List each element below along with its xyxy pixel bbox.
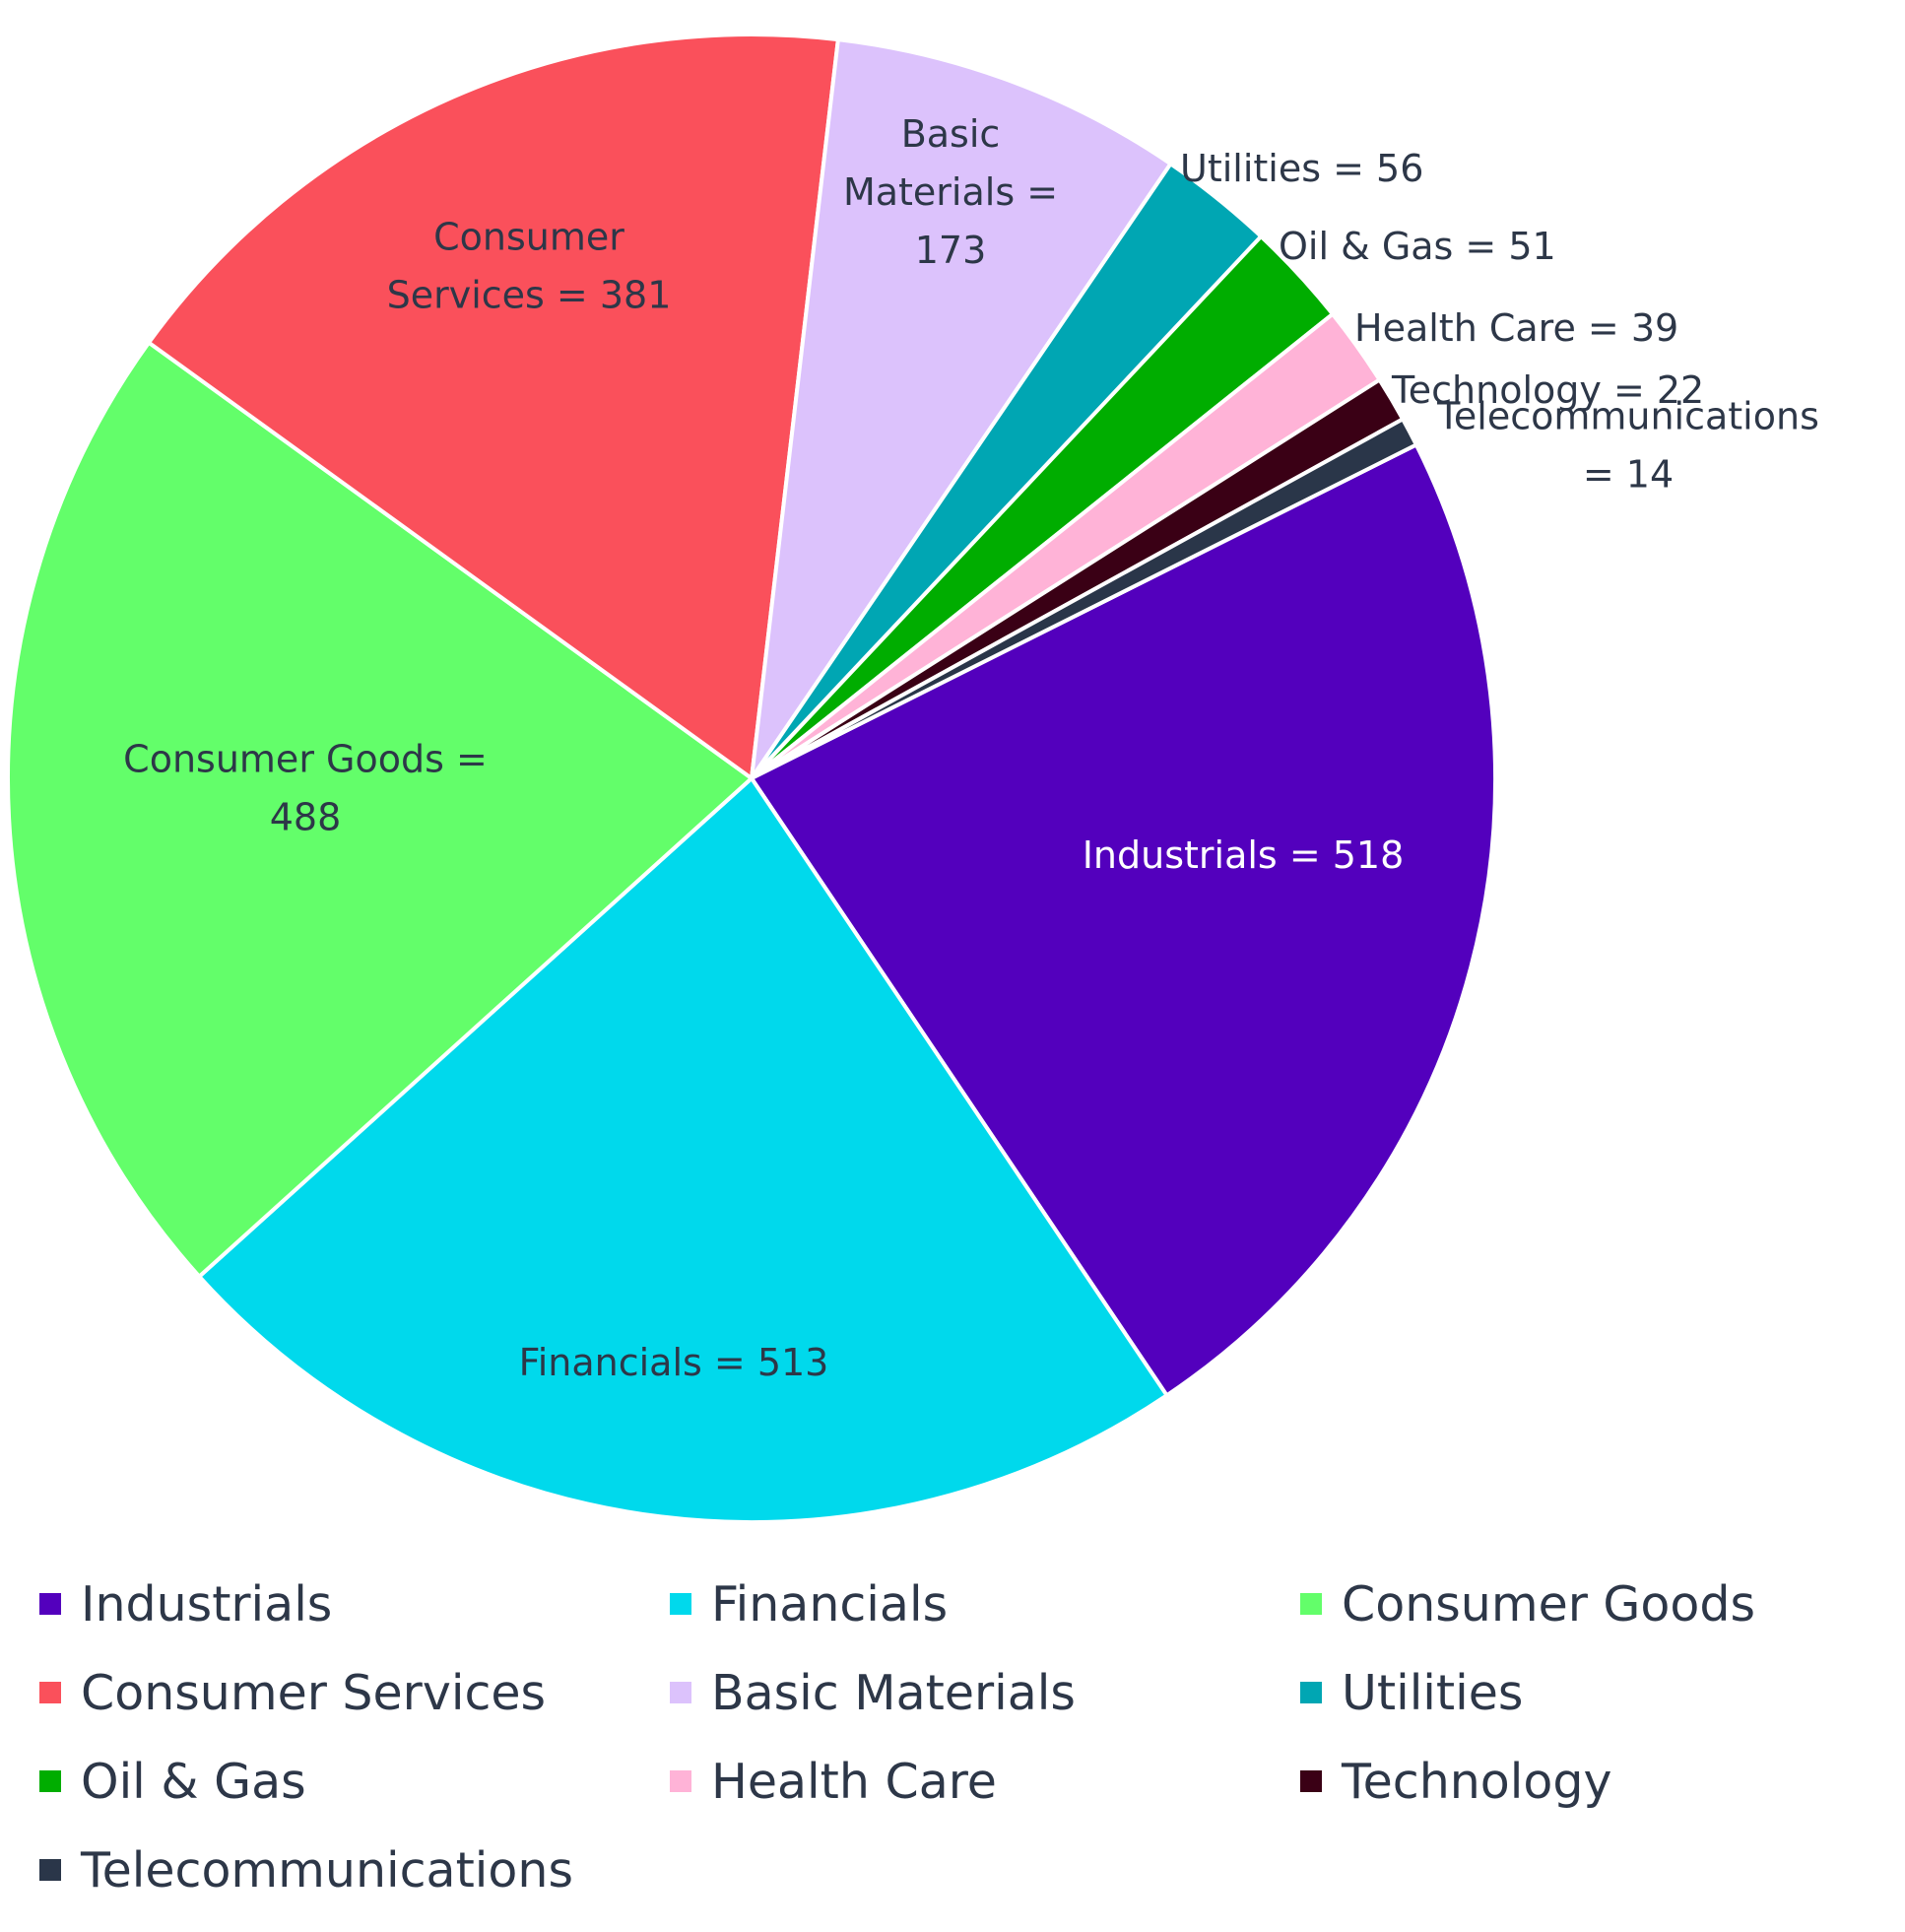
legend-swatch bbox=[39, 1859, 61, 1881]
legend-item-consumer-goods: Consumer Goods bbox=[1300, 1574, 1755, 1633]
legend-swatch bbox=[670, 1682, 691, 1703]
legend-label: Industrials bbox=[81, 1575, 333, 1632]
pie-slices bbox=[6, 33, 1497, 1524]
legend-label: Health Care bbox=[711, 1753, 997, 1810]
legend-item-financials: Financials bbox=[670, 1574, 948, 1633]
pie-slice-industrials bbox=[750, 442, 1497, 1398]
legend-label: Technology bbox=[1342, 1753, 1612, 1810]
legend-item-consumer-services: Consumer Services bbox=[39, 1663, 546, 1722]
legend-label: Basic Materials bbox=[711, 1664, 1076, 1721]
pie-slice-consumer-services bbox=[147, 33, 840, 780]
data-label-health-care: Health Care = 39 bbox=[1354, 306, 1678, 350]
data-label-utilities: Utilities = 56 bbox=[1180, 147, 1423, 190]
data-label-oil-gas: Oil & Gas = 51 bbox=[1279, 225, 1556, 268]
legend-swatch bbox=[39, 1770, 61, 1792]
legend-label: Consumer Services bbox=[81, 1664, 547, 1721]
legend-item-telecommunications: Telecommunications bbox=[39, 1840, 573, 1899]
legend-label: Financials bbox=[711, 1575, 949, 1632]
legend-item-industrials: Industrials bbox=[39, 1574, 332, 1633]
legend-swatch bbox=[39, 1682, 61, 1703]
data-label-telecommunications: Telecommunications = 14 bbox=[1436, 395, 1819, 497]
legend-swatch bbox=[39, 1593, 61, 1615]
legend-label: Utilities bbox=[1342, 1664, 1524, 1721]
legend-swatch bbox=[670, 1770, 691, 1792]
data-label-industrials: Industrials = 518 bbox=[1083, 833, 1405, 877]
legend-swatch bbox=[1300, 1770, 1322, 1792]
legend-swatch bbox=[1300, 1593, 1322, 1615]
pie-slice-basic-materials bbox=[750, 37, 1173, 780]
legend-label: Oil & Gas bbox=[81, 1753, 306, 1810]
pie-slice-consumer-goods bbox=[6, 340, 754, 1279]
legend-item-technology: Technology bbox=[1300, 1752, 1611, 1811]
data-label-consumer-goods: Consumer Goods = 488 bbox=[123, 738, 488, 839]
legend-label: Consumer Goods bbox=[1342, 1575, 1755, 1632]
legend-swatch bbox=[670, 1593, 691, 1615]
legend-swatch bbox=[1300, 1682, 1322, 1703]
legend-item-oil-gas: Oil & Gas bbox=[39, 1752, 306, 1811]
legend-item-utilities: Utilities bbox=[1300, 1663, 1523, 1722]
legend-item-basic-materials: Basic Materials bbox=[670, 1663, 1076, 1722]
pie-slice-labels: Industrials = 518 Financials = 513 Consume… bbox=[123, 112, 1819, 1384]
pie-slice-telecommunications bbox=[750, 417, 1418, 780]
data-label-financials: Financials = 513 bbox=[519, 1341, 829, 1384]
data-label-basic-materials: Basic Materials = 173 bbox=[843, 112, 1058, 272]
pie-slice-financials bbox=[197, 776, 1169, 1524]
data-label-consumer-services: Consumer Services = 381 bbox=[387, 216, 672, 317]
legend-label: Telecommunications bbox=[81, 1841, 573, 1899]
data-label-technology: Technology = 22 bbox=[1391, 368, 1704, 412]
legend-item-health-care: Health Care bbox=[670, 1752, 997, 1811]
